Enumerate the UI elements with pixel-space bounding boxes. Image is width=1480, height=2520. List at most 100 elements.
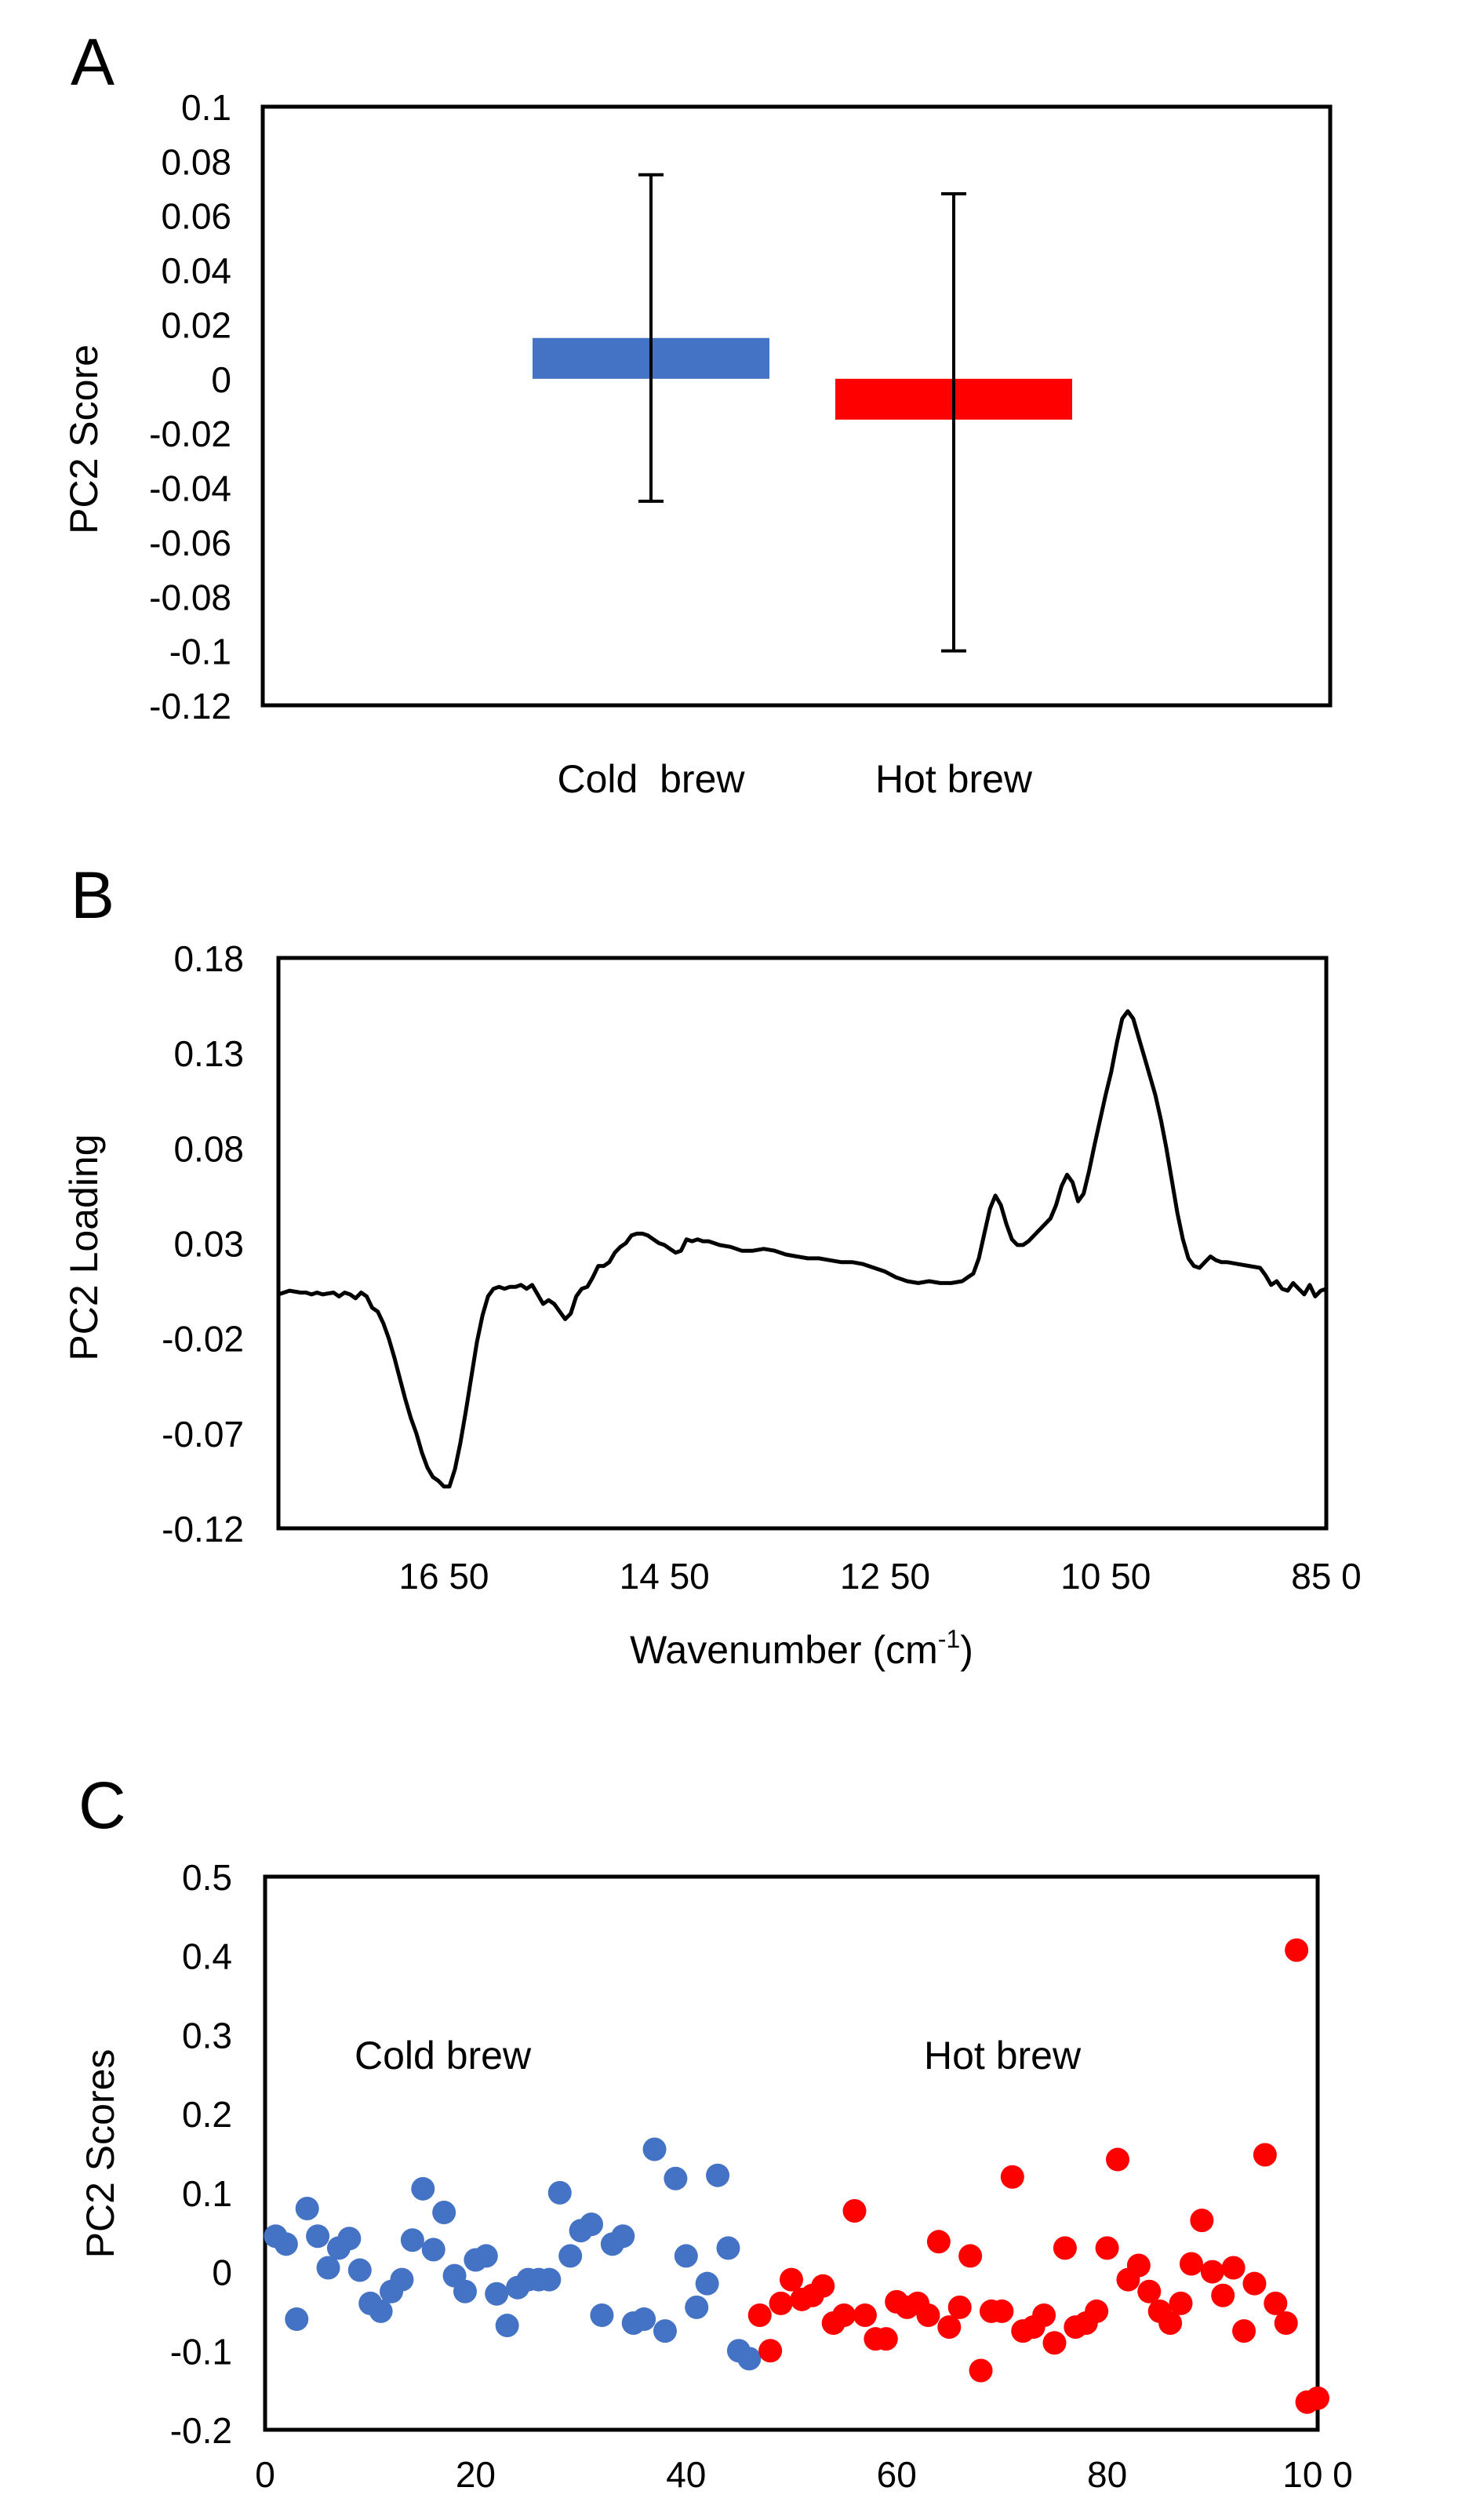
panel-c-y-tick-label: 0.3 [182,2015,232,2056]
panel-c-point-hot-brew [937,2315,962,2340]
panel-c-point-cold-brew [453,2279,477,2303]
panel-c-point-cold-brew [411,2176,435,2201]
panel-b-x-tick-label: 10 50 [1060,1556,1151,1597]
panel-c-point-hot-brew [758,2339,783,2363]
panel-a-y-tick-label: 0.1 [181,87,231,128]
panel-c-point-hot-brew [1232,2319,1256,2343]
panel-b-x-tick-label: 16 50 [398,1556,489,1597]
panel-a: A 0.1 0.08 0.06 0.04 0.02 0 -0.02 -0.04 -0.06 -0.… [62,25,1333,801]
panel-c-point-hot-brew [969,2358,993,2383]
panel-b-y-tick-label: 0.08 [173,1128,244,1169]
panel-c-point-cold-brew [685,2295,709,2319]
panel-c-point-cold-brew [474,2244,498,2268]
panel-c-point-hot-brew [874,2327,898,2351]
panel-c-point-hot-brew [1095,2236,1119,2260]
panel-b-y-axis-label: PC2 Loading [62,1134,106,1360]
panel-a-y-axis-label: PC2 Score [62,344,106,534]
panel-c-x-tick-label: 20 [456,2454,496,2495]
panel-a-y-tick-label: -0.08 [149,577,231,617]
panel-c-point-hot-brew [1242,2271,1267,2296]
panel-c-plot-frame [263,1874,1320,2432]
panel-c-point-hot-brew [990,2299,1014,2323]
panel-c-point-cold-brew [674,2244,698,2268]
panel-c-point-hot-brew [842,2199,867,2223]
panel-c-y-tick-label: 0.2 [182,2094,232,2135]
panel-c-y-ticks: 0.5 0.4 0.3 0.2 0.1 0 -0.1 -0.2 [170,1857,232,2451]
panel-c-point-hot-brew [1169,2291,1193,2315]
panel-c-point-hot-brew [1126,2253,1151,2278]
panel-c-point-cold-brew [664,2166,688,2190]
panel-c-point-cold-brew [495,2314,519,2338]
panel-c-point-hot-brew [947,2295,972,2319]
panel-c-point-hot-brew [1221,2256,1245,2280]
panel-c-x-tick-label: 40 [666,2454,706,2495]
panel-c-point-cold-brew [274,2232,298,2256]
panel-b-y-tick-label: 0.13 [173,1033,244,1074]
panel-c-x-ticks: 0 20 40 60 80 10 0 [255,2454,1353,2495]
panel-c-point-cold-brew [632,2307,656,2331]
panel-c-point-hot-brew [769,2291,793,2315]
panel-c-y-tick-label: 0 [212,2252,232,2293]
panel-c-y-axis-label: PC2 Scores [78,2049,122,2259]
panel-c-point-cold-brew [716,2236,740,2260]
panel-a-y-tick-label: 0.02 [161,304,231,345]
panel-a-plot-frame [260,104,1333,708]
panel-b-label: B [71,858,115,932]
panel-c-point-cold-brew [337,2227,362,2251]
panel-c-point-hot-brew [780,2267,803,2292]
panel-c-point-hot-brew [1190,2209,1214,2233]
panel-a-y-tick-label: -0.06 [149,523,231,563]
panel-b: B 0.180.130.080.03-0.02-0.07-0.12 16 50 1… [62,858,1362,1672]
panel-c-point-cold-brew [485,2281,509,2306]
panel-b-y-tick-label: 0.03 [173,1224,244,1265]
panel-c-point-cold-brew [611,2224,635,2249]
panel-c-point-hot-brew [1264,2291,1288,2315]
panel-c-point-hot-brew [926,2230,951,2254]
panel-c-point-cold-brew [590,2303,614,2327]
panel-b-loading-line [276,1009,1329,1489]
panel-c-point-hot-brew [1000,2165,1024,2189]
panel-c-point-hot-brew [1106,2147,1130,2172]
panel-a-y-tick-label: -0.12 [149,686,231,727]
panel-c-annotation-hot-brew: Hot brew [924,2034,1082,2078]
panel-c-annotation-cold-brew: Cold brew [355,2034,532,2078]
panel-c-point-cold-brew [347,2258,372,2282]
panel-b-x-axis-label: Wavenumber (cm-1) [630,1625,973,1672]
panel-a-y-tick-label: -0.1 [169,632,231,672]
panel-c-point-hot-brew [1137,2279,1162,2303]
panel-c-y-tick-label: 0.5 [182,1857,232,1898]
panel-a-category-label: Cold brew [558,757,746,801]
panel-c-point-cold-brew [706,2163,730,2187]
panel-b-y-tick-label: 0.18 [173,938,244,979]
panel-c-point-hot-brew [1200,2260,1224,2284]
panel-c-point-hot-brew [1053,2236,1077,2260]
panel-c-y-tick-label: -0.1 [170,2331,232,2372]
panel-c-label: C [78,1768,126,1842]
panel-b-x-tick-label: 85 0 [1291,1556,1362,1597]
panel-a-y-tick-label: 0.08 [161,141,231,182]
panel-c-point-cold-brew [432,2201,456,2225]
panel-c-point-cold-brew [285,2307,309,2331]
panel-c-y-tick-label: -0.2 [170,2410,232,2451]
panel-b-y-tick-label: -0.07 [162,1414,244,1455]
panel-c-point-hot-brew [1158,2311,1183,2336]
panel-b-x-ticks: 16 50 14 50 12 50 10 50 85 0 [398,1556,1361,1597]
panel-c-point-cold-brew [295,2197,319,2220]
panel-c-point-cold-brew [400,2228,424,2252]
panel-c-point-hot-brew [1306,2386,1329,2410]
panel-c-point-hot-brew [1042,2331,1067,2355]
panel-a-label: A [71,25,115,99]
panel-c-point-hot-brew [1253,2143,1277,2167]
panel-c-x-tick-label: 10 0 [1282,2454,1353,2495]
panel-b-plot-frame [276,956,1329,1531]
panel-c-point-cold-brew [421,2238,445,2262]
panel-a-y-tick-label: 0.06 [161,196,231,237]
panel-c-point-cold-brew [547,2180,572,2205]
panel-c-y-tick-label: 0.4 [182,1936,232,1977]
panel-b-x-tick-label: 14 50 [620,1556,710,1597]
panel-c-point-cold-brew [737,2347,762,2371]
panel-a-category-label: Hot brew [875,757,1033,801]
panel-c-point-hot-brew [811,2274,835,2298]
panel-a-error-bars [638,173,966,653]
